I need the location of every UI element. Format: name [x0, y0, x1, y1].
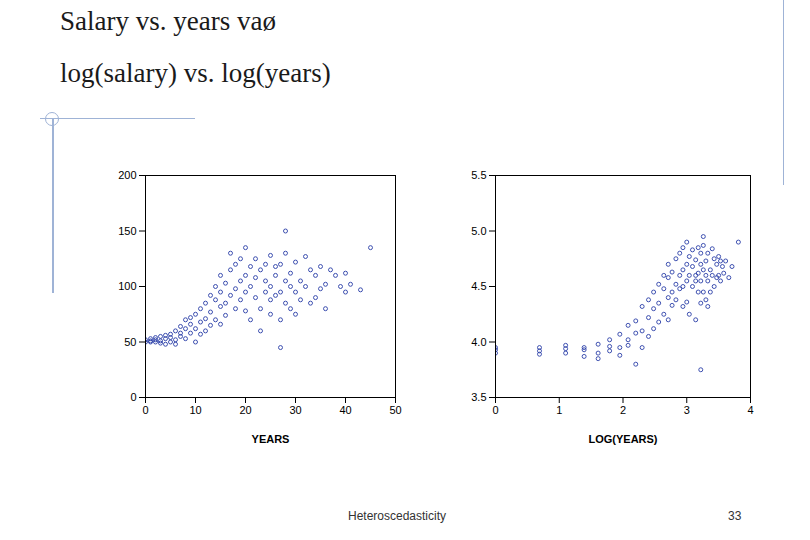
svg-text:3.5: 3.5 — [471, 391, 486, 403]
svg-text:0: 0 — [130, 391, 136, 403]
svg-text:0: 0 — [142, 404, 148, 416]
svg-text:100: 100 — [118, 280, 136, 292]
svg-text:50: 50 — [124, 336, 136, 348]
html-text:Salary vs. years vaø: Salary vs. years vaø — [60, 6, 276, 36]
svg-text:4.5: 4.5 — [471, 280, 486, 292]
svg-text:2: 2 — [620, 404, 626, 416]
html-text:Heteroscedasticity: Heteroscedasticity — [348, 509, 446, 523]
svg-text:30: 30 — [289, 404, 301, 416]
svg-text:1: 1 — [556, 404, 562, 416]
svg-text:20: 20 — [239, 404, 251, 416]
html-text:33: 33 — [728, 509, 742, 523]
svg-text:10: 10 — [189, 404, 201, 416]
svg-text:5.0: 5.0 — [471, 225, 486, 237]
svg-text:5.5: 5.5 — [471, 169, 486, 181]
svg-text:3: 3 — [684, 404, 690, 416]
svg-text:4.0: 4.0 — [471, 336, 486, 348]
svg-text:0: 0 — [492, 404, 498, 416]
svg-text:150: 150 — [118, 225, 136, 237]
svg-text:200: 200 — [118, 169, 136, 181]
svg-text:LOG(YEARS): LOG(YEARS) — [588, 433, 657, 445]
svg-text:4: 4 — [747, 404, 753, 416]
svg-text:50: 50 — [389, 404, 401, 416]
svg-text:YEARS: YEARS — [252, 433, 290, 445]
html-text:log(salary) vs. log(years): log(salary) vs. log(years) — [60, 58, 331, 88]
svg-text:40: 40 — [339, 404, 351, 416]
